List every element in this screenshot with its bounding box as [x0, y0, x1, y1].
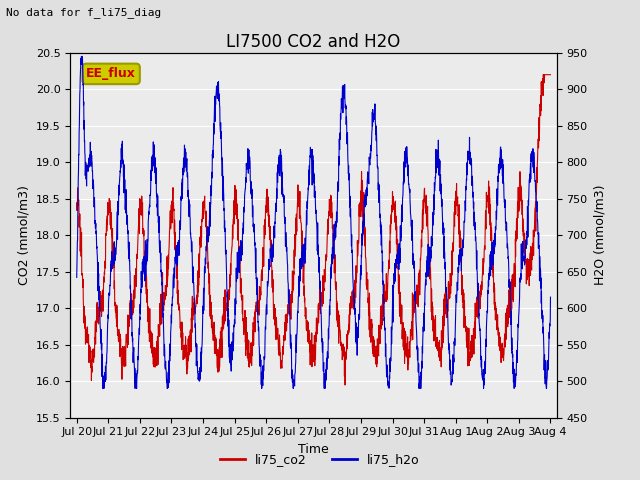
li75_h2o [99, 385, 107, 391]
Y-axis label: CO2 (mmol/m3): CO2 (mmol/m3) [17, 185, 30, 285]
li75_co2 [337, 343, 345, 348]
li75_co2 [540, 72, 547, 78]
li75_h2o [205, 219, 213, 225]
Y-axis label: H2O (mmol/m3): H2O (mmol/m3) [593, 185, 606, 286]
li75_h2o [518, 264, 526, 270]
Text: No data for f_li75_diag: No data for f_li75_diag [6, 7, 162, 18]
li75_h2o [77, 54, 85, 60]
li75_h2o [505, 285, 513, 290]
X-axis label: Time: Time [298, 443, 329, 456]
li75_co2 [547, 72, 554, 78]
li75_co2 [327, 192, 335, 198]
Line: li75_co2: li75_co2 [77, 75, 550, 385]
li75_co2 [505, 302, 513, 308]
li75_h2o [547, 294, 554, 300]
Title: LI7500 CO2 and H2O: LI7500 CO2 and H2O [227, 33, 401, 51]
li75_h2o [327, 273, 335, 279]
Legend: li75_co2, li75_h2o: li75_co2, li75_h2o [215, 448, 425, 471]
li75_co2 [451, 198, 459, 204]
Text: EE_flux: EE_flux [86, 67, 136, 80]
li75_h2o [337, 96, 345, 102]
Line: li75_h2o: li75_h2o [77, 57, 550, 388]
li75_h2o [451, 338, 459, 344]
li75_co2 [341, 382, 349, 388]
li75_co2 [518, 197, 526, 203]
li75_h2o [73, 275, 81, 280]
li75_co2 [205, 280, 212, 286]
li75_co2 [73, 207, 81, 213]
